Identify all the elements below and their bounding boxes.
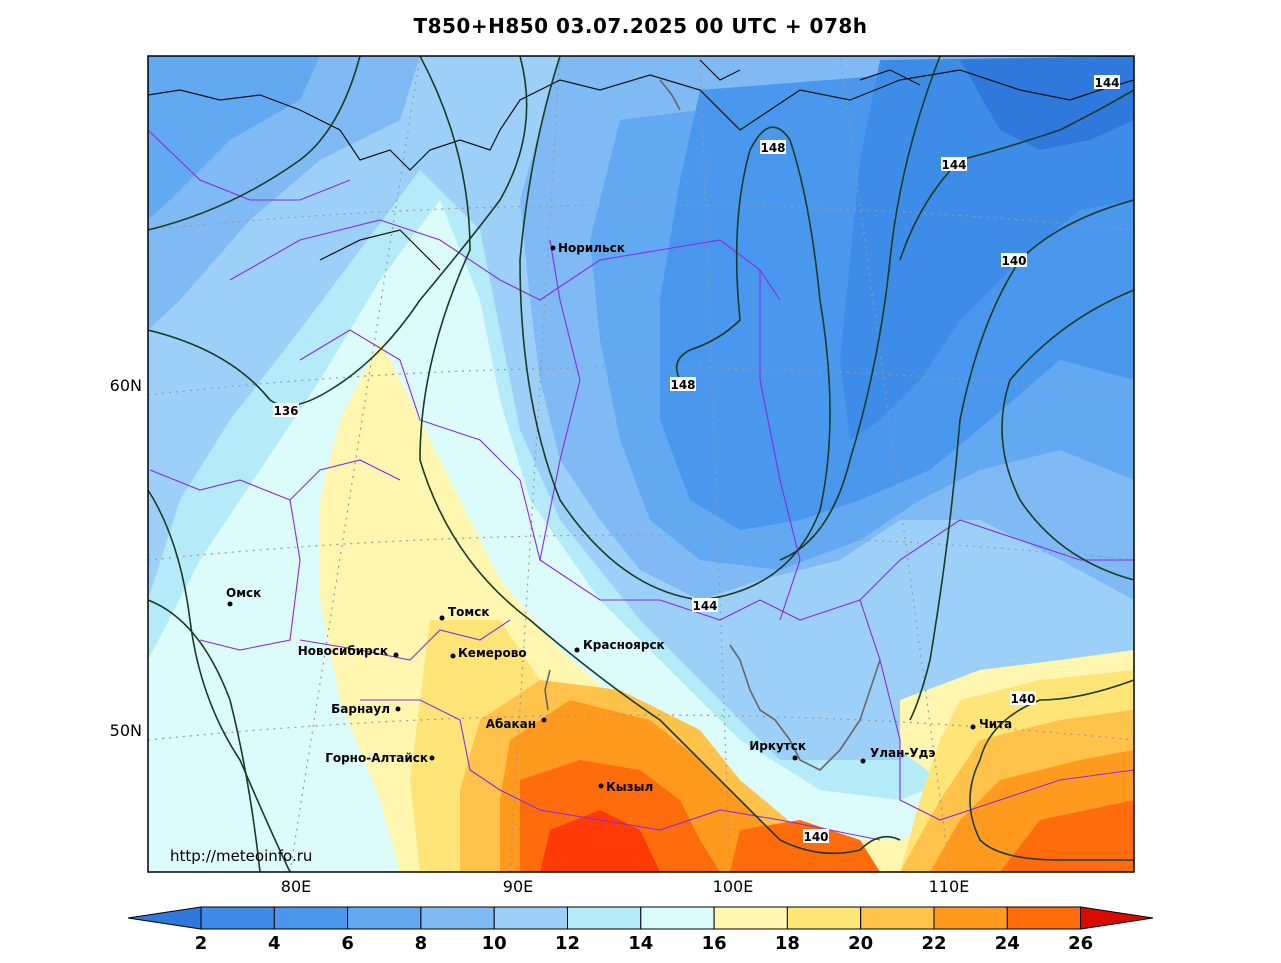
colorbar-swatch <box>933 906 1008 930</box>
contour-label: 144 <box>1094 76 1119 90</box>
lakes <box>544 79 881 771</box>
colorbar-tick-label: 6 <box>341 933 354 954</box>
colorbar-tick-label: 22 <box>921 933 946 954</box>
lat-label-60n: 60N <box>110 376 142 395</box>
contour-label: 140 <box>1001 254 1026 268</box>
geopotential-contours <box>148 56 1134 872</box>
city-label: Горно-Алтайск <box>325 751 428 765</box>
city-label: Томск <box>448 605 490 619</box>
lon-label-90e: 90E <box>503 877 533 896</box>
lon-label-110e: 110E <box>929 877 970 896</box>
city-label: Кемерово <box>458 646 527 660</box>
colorbar-swatch <box>200 906 275 930</box>
colorbar-swatch <box>567 906 642 930</box>
contour-label: 144 <box>941 158 966 172</box>
colorbar-tick-label: 26 <box>1068 933 1093 954</box>
contour-label: 140 <box>803 830 828 844</box>
contour-label: 148 <box>760 141 785 155</box>
colorbar-swatch <box>273 906 349 930</box>
colorbar-tick-label: 4 <box>268 933 281 954</box>
colorbar-tick-label: 12 <box>555 933 580 954</box>
graticule <box>148 56 1134 872</box>
city-label: Абакан <box>486 717 536 731</box>
contour-labels: 136 148 148 144 144 144 140 140 140 <box>273 75 1120 844</box>
coastline <box>148 59 1134 271</box>
map-title: T850+H850 03.07.2025 00 UTC + 078h <box>413 14 868 38</box>
lon-label-80e: 80E <box>281 877 311 896</box>
colorbar-swatch <box>786 906 862 930</box>
colorbar-swatch <box>420 906 495 930</box>
colorbar-tick-label: 14 <box>628 933 653 954</box>
colorbar-tick-label: 20 <box>848 933 873 954</box>
city-label: Новосибирск <box>298 644 388 658</box>
colorbar-swatch <box>1006 906 1082 930</box>
city-label: Кызыл <box>606 780 653 794</box>
admin-borders <box>148 129 1134 841</box>
colorbar-tick-label: 24 <box>995 933 1020 954</box>
colorbar-tick-label: 8 <box>415 933 428 954</box>
city-label: Улан-Удэ <box>870 746 935 760</box>
city-label: Красноярск <box>583 638 665 652</box>
colorbar-swatch <box>640 906 715 930</box>
source-url: http://meteoinfo.ru <box>170 847 312 865</box>
city-label: Барнаул <box>331 702 390 716</box>
colorbar-swatch <box>713 906 788 930</box>
city-label: Иркутск <box>749 739 806 753</box>
cities: Норильск Омск Томск Новосибирск Кемерово… <box>226 241 1012 794</box>
colorbar-swatch <box>860 906 935 930</box>
map-frame <box>147 55 1135 873</box>
temperature-field <box>148 56 1134 872</box>
contour-label: 144 <box>692 599 717 613</box>
city-label: Норильск <box>558 241 625 255</box>
colorbar-tick-label: 16 <box>702 933 727 954</box>
city-label: Омск <box>226 586 261 600</box>
contour-label: 148 <box>670 378 695 392</box>
colorbar-swatch <box>493 906 569 930</box>
contour-label: 140 <box>1010 692 1035 706</box>
lon-label-100e: 100E <box>713 877 754 896</box>
colorbar-low-arrow <box>127 906 202 930</box>
colorbar-tick-label: 2 <box>195 933 208 954</box>
lat-label-50n: 50N <box>110 721 142 740</box>
city-label: Чита <box>979 717 1012 731</box>
colorbar-high-arrow <box>1080 906 1154 930</box>
colorbar: 2 4 6 8 10 12 14 16 18 20 22 24 26 <box>127 906 1154 954</box>
colorbar-tick-label: 18 <box>775 933 800 954</box>
colorbar-swatch <box>347 906 422 930</box>
colorbar-tick-label: 10 <box>482 933 507 954</box>
contour-label: 136 <box>273 404 298 418</box>
